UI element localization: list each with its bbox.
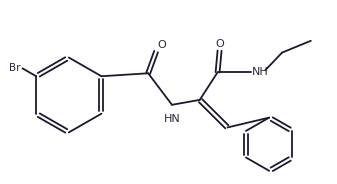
Text: HN: HN [164,114,181,124]
Text: NH: NH [252,67,269,77]
Text: Br: Br [9,63,21,73]
Text: O: O [215,39,224,49]
Text: O: O [157,40,166,50]
